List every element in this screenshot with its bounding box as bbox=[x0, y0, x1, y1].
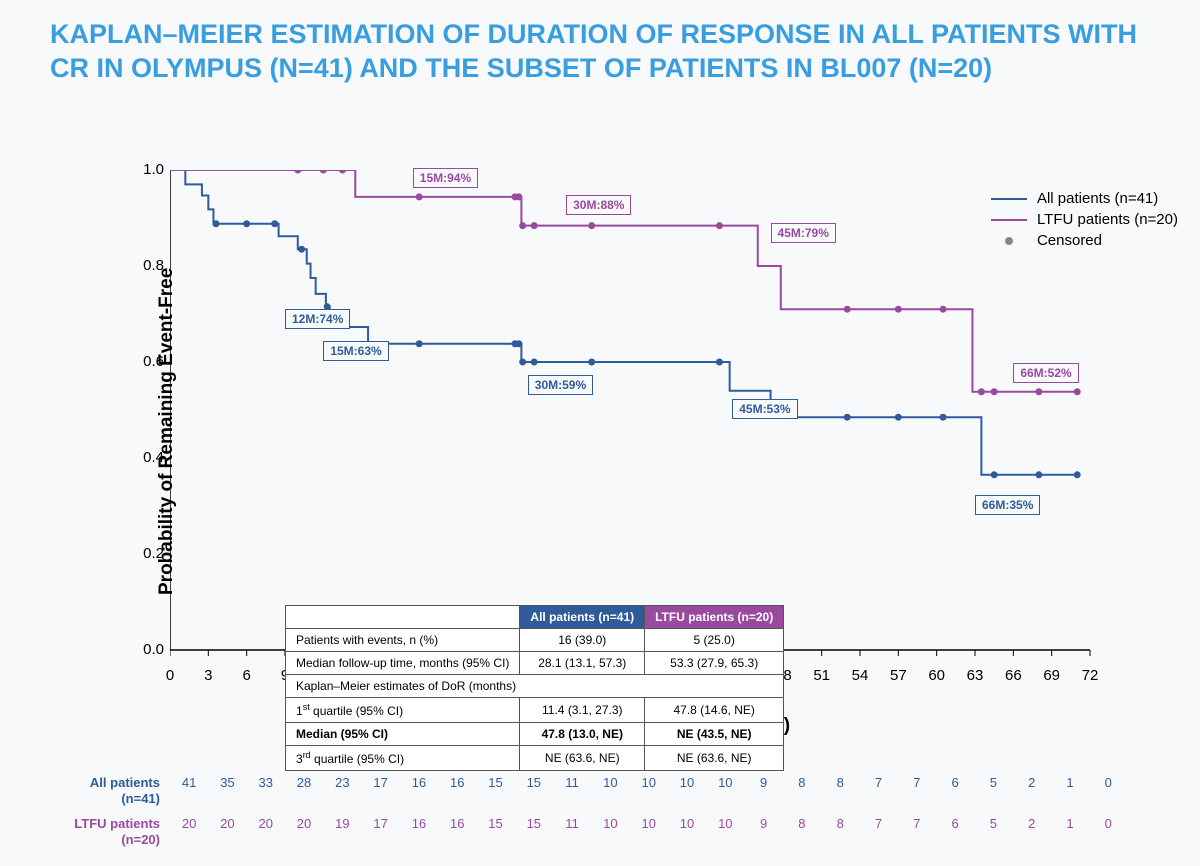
y-tick: 0.2 bbox=[130, 545, 164, 562]
risk-row: LTFU patients (n=20)20202020191716161515… bbox=[50, 816, 1170, 847]
callout: 66M:52% bbox=[1013, 363, 1078, 383]
callout: 66M:35% bbox=[975, 495, 1040, 515]
inset-table: All patients (n=41)LTFU patients (n=20)P… bbox=[285, 605, 784, 771]
y-tick: 0.0 bbox=[130, 641, 164, 658]
callout: 12M:74% bbox=[285, 309, 350, 329]
x-tick: 51 bbox=[807, 667, 837, 684]
callout: 45M:79% bbox=[771, 223, 836, 243]
callout: 45M:53% bbox=[732, 399, 797, 419]
x-tick: 3 bbox=[193, 667, 223, 684]
y-tick: 0.4 bbox=[130, 449, 164, 466]
plot-svg bbox=[170, 170, 1100, 660]
legend-item: Censored bbox=[991, 232, 1178, 249]
legend-item: LTFU patients (n=20) bbox=[991, 211, 1178, 228]
y-tick: 1.0 bbox=[130, 161, 164, 178]
y-tick: 0.8 bbox=[130, 257, 164, 274]
callout: 30M:88% bbox=[566, 195, 631, 215]
x-tick: 72 bbox=[1075, 667, 1105, 684]
callout: 30M:59% bbox=[528, 375, 593, 395]
legend-item: All patients (n=41) bbox=[991, 190, 1178, 207]
risk-row: All patients (n=41)413533282317161615151… bbox=[50, 775, 1170, 806]
x-tick: 0 bbox=[155, 667, 185, 684]
x-tick: 54 bbox=[845, 667, 875, 684]
risk-table: All patients (n=41)413533282317161615151… bbox=[50, 775, 1170, 857]
x-tick: 69 bbox=[1037, 667, 1067, 684]
x-tick: 63 bbox=[960, 667, 990, 684]
y-tick: 0.6 bbox=[130, 353, 164, 370]
callout: 15M:94% bbox=[413, 168, 478, 188]
x-tick: 66 bbox=[998, 667, 1028, 684]
x-tick: 6 bbox=[232, 667, 262, 684]
page-title: KAPLAN–MEIER ESTIMATION OF DURATION OF R… bbox=[0, 0, 1200, 96]
x-tick: 57 bbox=[883, 667, 913, 684]
legend: All patients (n=41) LTFU patients (n=20) C… bbox=[991, 190, 1178, 253]
x-tick: 60 bbox=[922, 667, 952, 684]
callout: 15M:63% bbox=[323, 341, 388, 361]
